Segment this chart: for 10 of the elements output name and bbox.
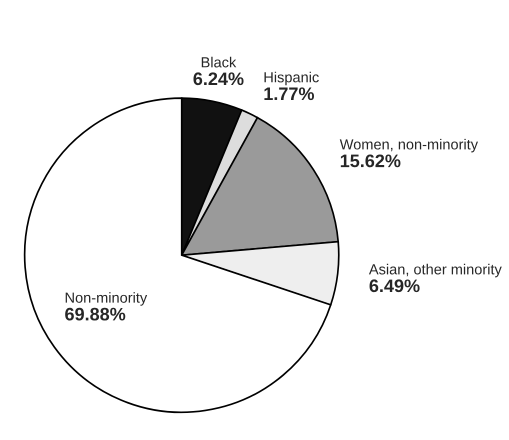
slice-label: Asian, other minority	[368, 264, 502, 278]
data-label: 69.88%	[65, 308, 126, 321]
slice-label: Hispanic	[264, 72, 319, 86]
data-label: 6.24%	[193, 72, 244, 86]
data-label: 6.49%	[370, 279, 420, 292]
slice-label: Women, non-minority	[340, 138, 478, 152]
data-label: 1.77%	[264, 87, 314, 100]
slice-label: Non-minority	[66, 292, 148, 306]
data-label: 15.62%	[340, 154, 400, 168]
slice-label: Black	[202, 56, 236, 68]
